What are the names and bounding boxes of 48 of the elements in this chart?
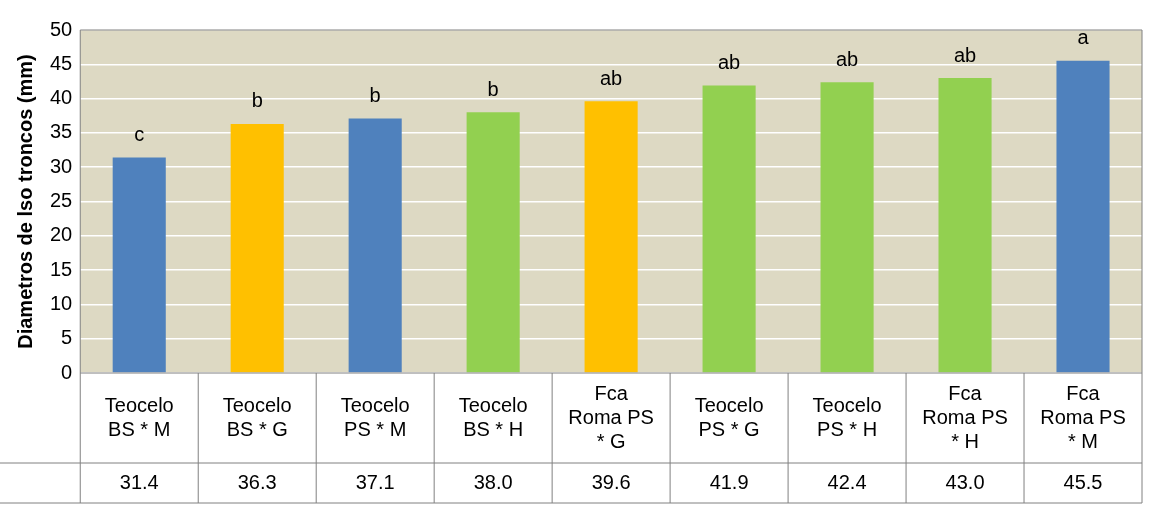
x-tick-label: Teocelo BS * H <box>458 393 528 440</box>
y-tick-label: 50 <box>50 17 73 40</box>
y-axis-title: Diametros de lso troncos (mm) <box>13 54 36 349</box>
bar <box>702 85 756 373</box>
annotation: ab <box>953 43 977 66</box>
bar <box>348 118 402 373</box>
bar <box>112 157 166 373</box>
bar <box>466 112 520 373</box>
y-tick-label: 30 <box>50 154 73 177</box>
x-tick-label: Fca Roma PS * M <box>1040 381 1126 452</box>
data-label: 43.0 <box>945 470 985 493</box>
x-tick-label: Teocelo PS * H <box>812 393 882 440</box>
data-label: 39.6 <box>591 470 631 493</box>
data-label: 36.3 <box>237 470 277 493</box>
data-label: 41.9 <box>709 470 749 493</box>
annotation: ab <box>600 66 623 89</box>
y-tick-label: 15 <box>50 257 73 280</box>
annotation: b <box>487 77 499 100</box>
annotation: ab <box>835 47 859 70</box>
bar <box>938 78 992 373</box>
x-tick-label: Fca Roma PS * H <box>922 381 1008 452</box>
annotation: b <box>369 84 381 107</box>
bar <box>230 123 284 373</box>
bar <box>820 82 874 373</box>
data-label: 45.5 <box>1063 470 1103 493</box>
x-tick-label: Teocelo BS * M <box>104 393 174 440</box>
y-tick-label: 20 <box>50 223 73 246</box>
y-tick-label: 45 <box>50 51 73 74</box>
bar <box>1056 60 1110 373</box>
x-tick-label: Teocelo PS * G <box>694 393 764 440</box>
x-tick-label: Teocelo PS * M <box>340 393 410 440</box>
x-tick-label: Teocelo BS * G <box>222 393 292 440</box>
data-label: 38.0 <box>473 470 513 493</box>
y-tick-label: 5 <box>61 326 73 349</box>
y-tick-label: 35 <box>50 120 73 143</box>
annotation: a <box>1077 26 1090 49</box>
bar <box>584 101 638 373</box>
y-tick-label: 0 <box>61 360 73 383</box>
y-tick-label: 25 <box>50 189 73 212</box>
y-tick-label: 40 <box>50 86 73 109</box>
data-label: 31.4 <box>119 470 159 493</box>
data-label: 37.1 <box>355 470 395 493</box>
x-tick-label: Fca Roma PS * G <box>568 381 654 452</box>
data-label: 42.4 <box>827 470 867 493</box>
annotation: c <box>134 123 145 146</box>
annotation: ab <box>717 51 741 74</box>
annotation: b <box>251 89 263 112</box>
y-tick-label: 10 <box>50 291 73 314</box>
